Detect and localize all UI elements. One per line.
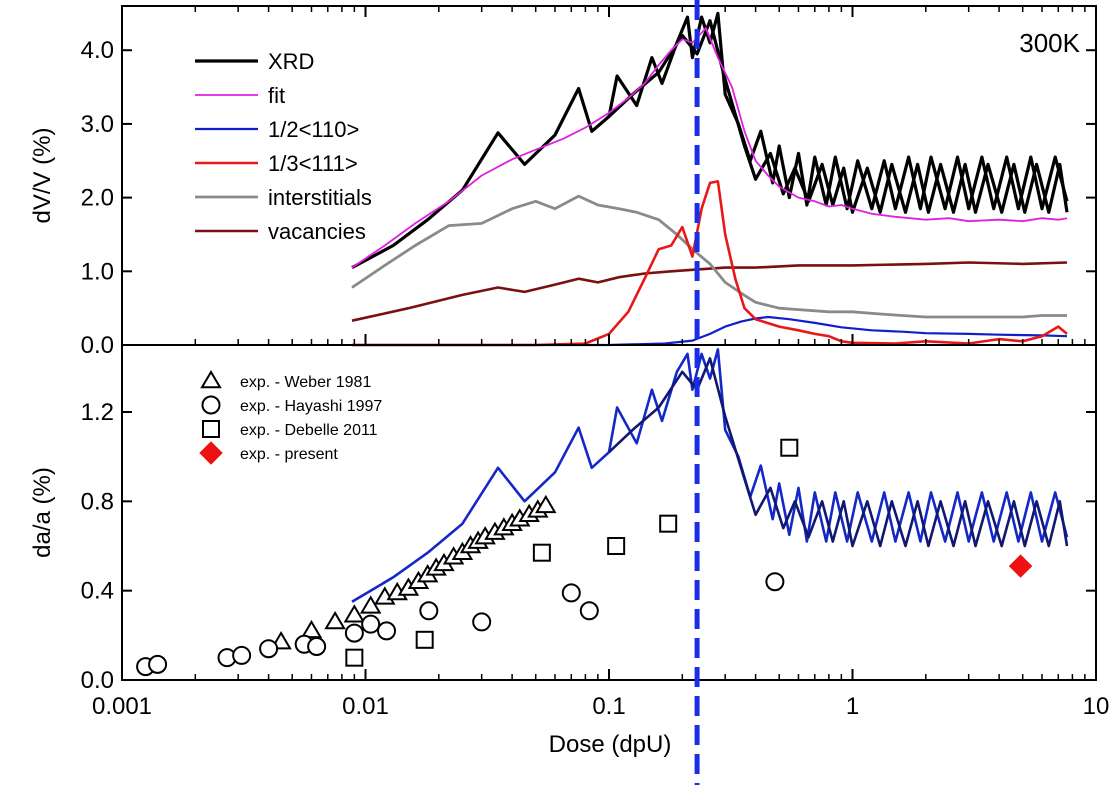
legend-marker-triangle: [200, 370, 222, 389]
x-tick-label: 10: [1083, 693, 1110, 720]
marker-circle: [148, 654, 168, 674]
series-xrd: [351, 11, 1069, 270]
marker-square: [345, 648, 364, 667]
legend-marker-diamond: [199, 441, 223, 465]
x-axis-title: Dose (dpU): [549, 731, 672, 758]
x-tick-label: 0.1: [592, 693, 625, 720]
marker-triangle: [343, 604, 366, 623]
legend-label: exp. - Hayashi 1997: [240, 398, 382, 415]
marker-circle: [765, 572, 785, 592]
marker-circle: [419, 601, 439, 621]
marker-circle: [307, 637, 327, 656]
bottom-plot-area: [136, 348, 1069, 677]
x-tick-label: 0.01: [342, 693, 389, 720]
model-line: [608, 357, 1069, 548]
marker-circle: [579, 601, 599, 621]
legend-marker-square: [202, 420, 220, 438]
marker-circle: [472, 612, 492, 632]
series-xrd-overlay: [607, 19, 1069, 214]
bottom-legend: exp. - Weber 1981 exp. - Hayashi 1997 exp.…: [199, 370, 382, 465]
legend-label: exp. - present: [240, 446, 338, 463]
top-y-tick-label: 2.0: [81, 185, 114, 212]
model-line: [351, 348, 1069, 603]
top-y-tick-label: 0.0: [81, 332, 114, 359]
bottom-y-axis: 0.0 0.4 0.8 1.2: [81, 399, 1096, 694]
marker-square: [607, 537, 626, 555]
marker-triangle: [324, 610, 346, 630]
legend-label: vacancies: [268, 219, 366, 244]
x-tick-label: 1: [846, 693, 859, 720]
marker-diamond: [1008, 554, 1033, 578]
marker-triangle: [300, 619, 323, 639]
top-legend: XRD fit 1/2<110> 1/3<111> interstitials vacan…: [195, 49, 372, 244]
marker-square: [532, 543, 551, 562]
bottom-y-tick-label: 0.4: [81, 578, 114, 605]
bottom-y-axis-title: da/a (%): [29, 467, 56, 558]
legend-label: exp. - Weber 1981: [240, 374, 371, 391]
x-tick-label: 0.001: [92, 693, 152, 720]
legend-label: 1/3<111>: [268, 151, 358, 176]
series-fit: [351, 27, 1068, 269]
marker-circle: [561, 583, 581, 603]
marker-circle: [377, 621, 397, 641]
marker-circle: [344, 623, 364, 643]
legend-label: exp. - Debelle 2011: [240, 422, 378, 439]
marker-circle: [232, 645, 252, 665]
bottom-y-tick-label: 1.2: [81, 399, 114, 426]
bottom-panel-frame: [121, 344, 1097, 681]
bottom-y-tick-label: 0.8: [81, 488, 114, 515]
temperature-annotation: 300K: [1019, 28, 1080, 58]
series-vacancies: [351, 261, 1068, 322]
top-plot-area: [351, 11, 1069, 347]
legend-label: fit: [268, 83, 285, 108]
x-axis: 0.001 0.01 0.1 1 10: [92, 6, 1109, 720]
top-y-axis: 0.0 1.0 2.0 3.0 4.0: [81, 37, 1096, 359]
marker-triangle: [359, 595, 382, 614]
marker-triangle: [535, 494, 557, 514]
top-y-tick-label: 3.0: [81, 111, 114, 138]
legend-label: 1/2<110>: [268, 117, 359, 142]
legend-label: XRD: [268, 49, 314, 74]
marker-square: [659, 514, 678, 533]
top-y-tick-label: 4.0: [81, 37, 114, 64]
legend-label: interstitials: [268, 185, 372, 210]
top-y-tick-label: 1.0: [81, 258, 114, 285]
marker-circle: [259, 639, 279, 659]
series-1-2-110-: [352, 315, 1068, 347]
series-interstitials: [351, 194, 1067, 319]
top-y-axis-title: dV/V (%): [29, 127, 56, 223]
legend-marker-circle: [201, 395, 221, 415]
marker-square: [780, 438, 799, 457]
top-panel: 0.0 1.0 2.0 3.0 4.0 dV/V (%) 300K XRD fit 1/2<…: [29, 5, 1097, 359]
bottom-panel: 0.0 0.4 0.8 1.2 0.001 0.01 0.1 1 10 da/a (%) Do…: [29, 6, 1109, 758]
marker-square: [415, 630, 434, 649]
marker-circle: [361, 614, 381, 634]
bottom-y-tick-label: 0.0: [81, 667, 114, 694]
